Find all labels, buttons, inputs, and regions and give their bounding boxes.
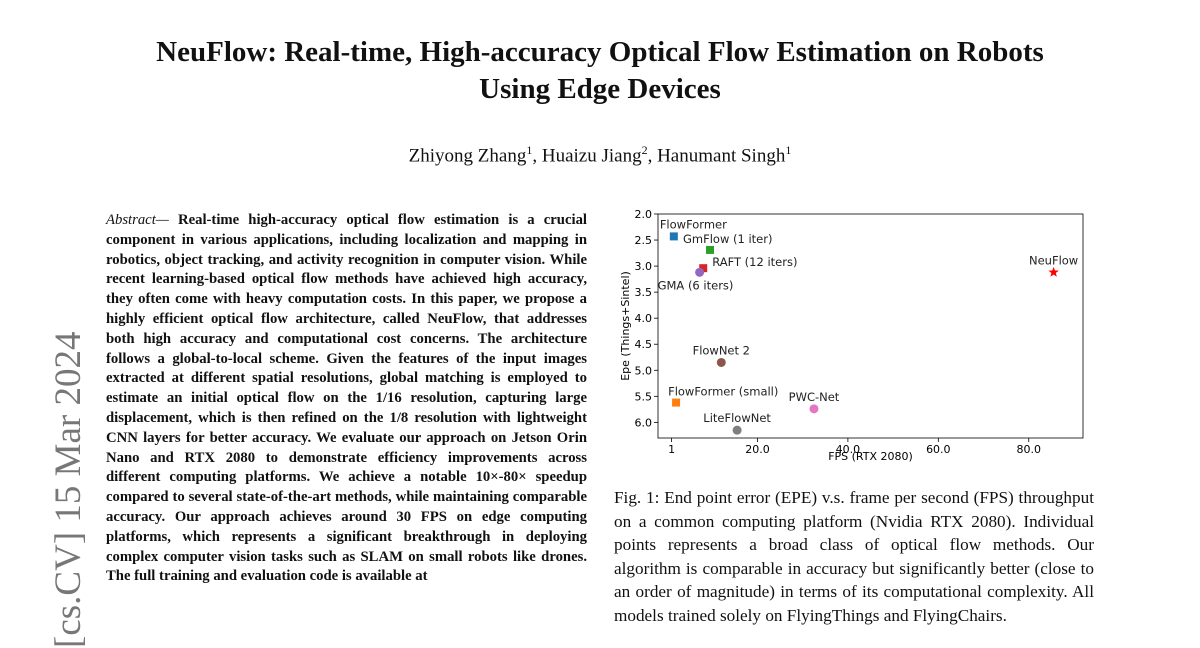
x-tick-label: 40.0 [836, 443, 861, 456]
abstract-lead: Abstract [106, 212, 156, 228]
point-raft-12-iters-marker [699, 264, 708, 273]
abstract-body: Real-time high-accuracy optical flow est… [106, 212, 587, 585]
y-tick-label: 4.5 [635, 338, 653, 351]
y-tick-label: 2.0 [635, 208, 653, 221]
y-tick-label: 5.5 [635, 390, 653, 403]
x-tick-label: 1 [668, 443, 675, 456]
y-tick-label: 5.0 [635, 364, 653, 377]
plot-frame [657, 213, 1084, 439]
figure-caption: Fig. 1: End point error (EPE) v.s. frame… [614, 488, 1094, 625]
author-name: Huaizu Jiang [541, 145, 642, 167]
point-flownet-2-marker [716, 357, 726, 367]
x-tick-label: 20.0 [745, 443, 770, 456]
author-name: Hanumant Singh [657, 145, 786, 167]
abstract-dash: — [155, 212, 169, 228]
point-neuflow-marker [1048, 266, 1059, 277]
point-flownet-2-label: FlowNet 2 [693, 343, 750, 357]
epe-vs-fps-scatter-chart: 1 20.0 40.0 60.0 80.0 2.0 2.5 3.0 3.5 4.0 4.5 5.0 5… [619, 208, 1084, 463]
point-gmflow-1-iter-marker [705, 245, 714, 254]
point-raft-12-iters-label: RAFT (12 iters) [712, 255, 797, 269]
title-line-1: NeuFlow: Real-time, High-accuracy Optica… [156, 36, 1044, 68]
x-axis-ticks: 1 20.0 40.0 60.0 80.0 [668, 438, 1041, 456]
data-points [669, 232, 1059, 435]
point-gmflow-1-iter-label: GmFlow (1 iter) [683, 232, 772, 246]
y-tick-label: 4.0 [635, 312, 653, 325]
figure-1: 1 20.0 40.0 60.0 80.0 2.0 2.5 3.0 3.5 4.0 4.5 5.0 5… [608, 198, 1098, 478]
y-tick-label: 2.5 [635, 234, 653, 247]
point-pwc-net-label: PWC-Net [789, 390, 840, 404]
x-tick-label: 80.0 [1016, 443, 1040, 456]
point-neuflow-label: NeuFlow [1029, 253, 1078, 267]
author-affiliation: 2 [641, 143, 648, 157]
author-affiliation: 1 [526, 143, 533, 157]
y-tick-label: 6.0 [635, 416, 653, 429]
y-axis-label: Epe (Things+Sintel) [619, 271, 632, 381]
point-gma-6-iters-label: GMA (6 iters) [658, 278, 734, 292]
x-tick-label: 60.0 [926, 443, 951, 456]
x-axis-label: FPS (RTX 2080) [828, 450, 913, 463]
point-liteflownet-label: LiteFlowNet [703, 411, 771, 425]
point-flowformer-marker [669, 232, 678, 241]
author-affiliation: 1 [785, 143, 792, 157]
arxiv-stamp-text: [cs.CV] 15 Mar 2024 [48, 331, 89, 648]
point-flowformer-small-marker [672, 398, 681, 407]
author-list: Zhiyong Zhang1, Huaizu Jiang2, Hanumant … [408, 143, 792, 167]
y-tick-label: 3.5 [635, 286, 653, 299]
title-line-2: Using Edge Devices [479, 73, 721, 105]
point-gma-6-iters-marker [695, 267, 705, 277]
author-name: Zhiyong Zhang [408, 145, 527, 167]
point-flowformer-label: FlowFormer [660, 217, 727, 231]
paper-title: NeuFlow: Real-time, High-accuracy Optica… [0, 34, 1200, 108]
arxiv-side-stamp: [cs.CV] 15 Mar 2024 [48, 331, 89, 648]
abstract: Abstract— Real-time high-accuracy optica… [106, 211, 587, 587]
point-flowformer-small-label: FlowFormer (small) [668, 385, 778, 399]
y-tick-label: 3.0 [635, 260, 653, 273]
y-axis-ticks: 2.0 2.5 3.0 3.5 4.0 4.5 5.0 5.5 6.0 [635, 208, 658, 429]
point-pwc-net-marker [809, 404, 819, 414]
point-liteflownet-marker [732, 425, 742, 435]
